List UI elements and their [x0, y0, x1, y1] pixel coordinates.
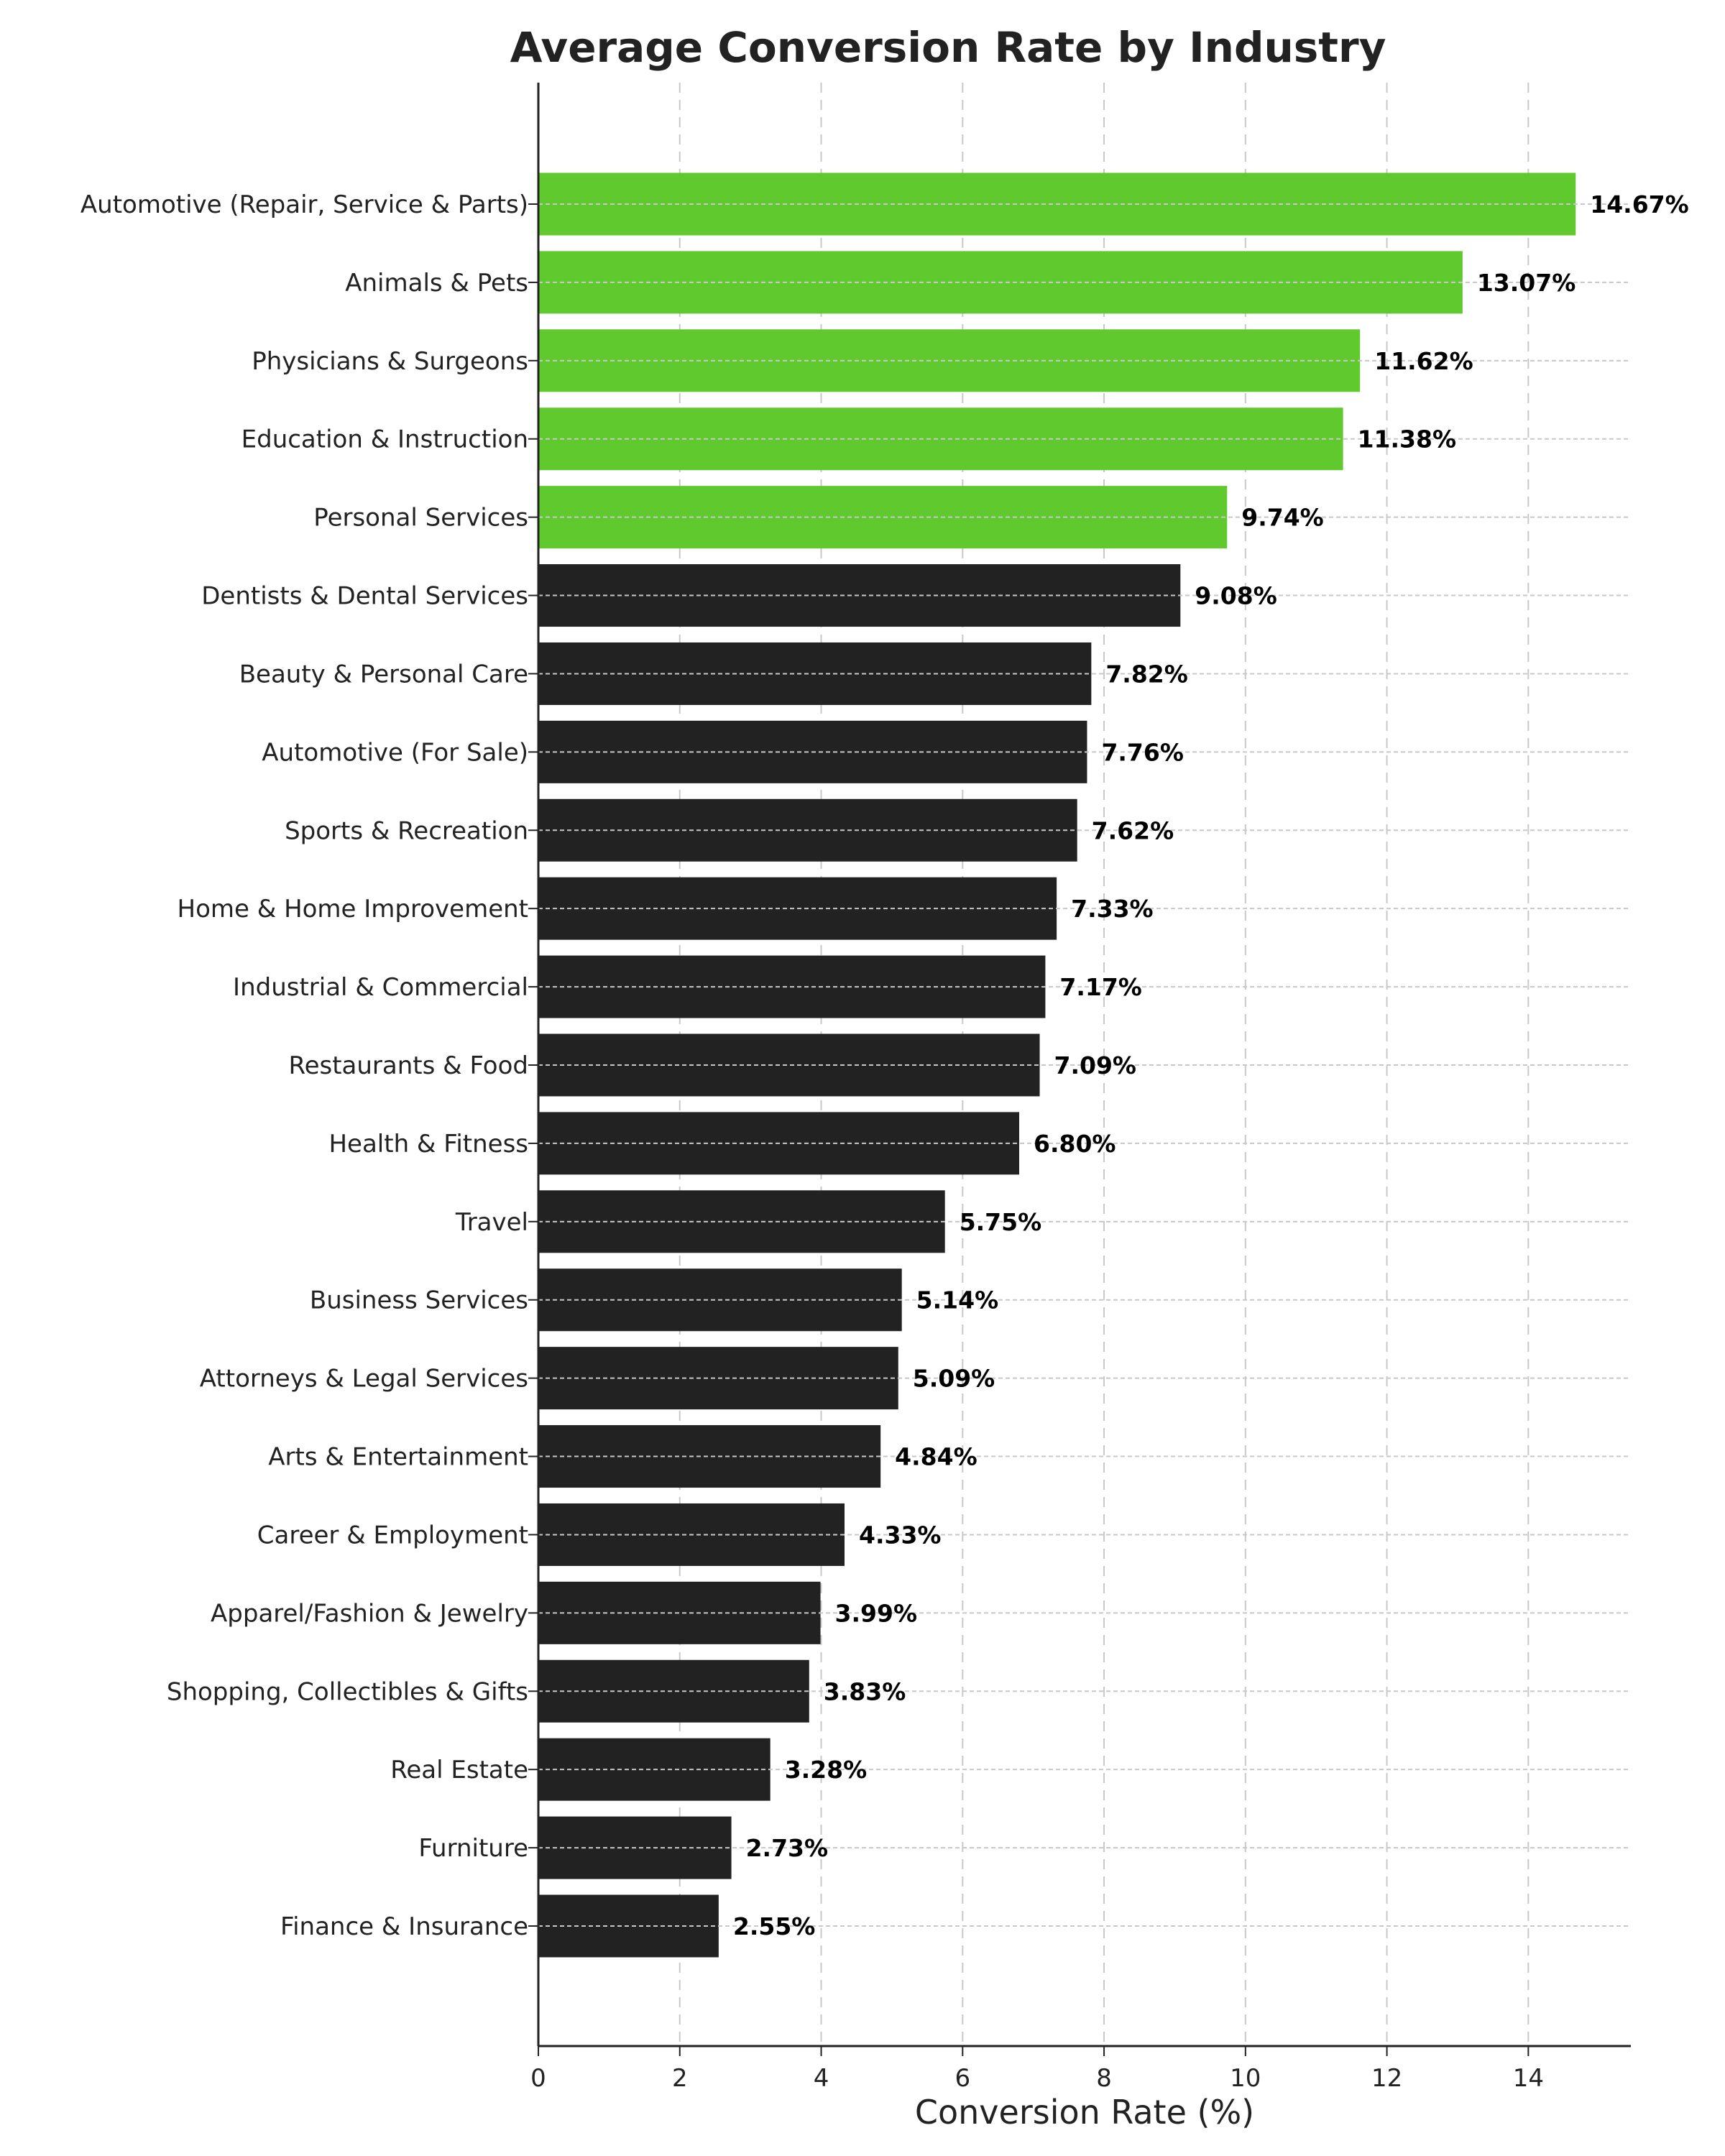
- value-label: 9.74%: [1241, 504, 1324, 532]
- y-tick-labels: Automotive (Repair, Service & Parts) Anim…: [80, 190, 538, 1941]
- chart-title: Average Conversion Rate by Industry: [510, 23, 1386, 72]
- value-label: 7.17%: [1059, 973, 1142, 1001]
- x-tick-label: 14: [1513, 2064, 1544, 2093]
- value-label: 4.33%: [859, 1521, 942, 1549]
- value-label: 7.76%: [1101, 738, 1184, 766]
- bar: [538, 1425, 881, 1488]
- y-tick-label: Real Estate: [390, 1756, 528, 1784]
- value-labels: 14.67% 13.07% 11.62% 11.38% 9.74% 9.08% 7.82% 7…: [733, 190, 1689, 1940]
- value-label: 14.67%: [1590, 190, 1688, 218]
- value-label: 7.62%: [1092, 816, 1174, 844]
- y-tick-label: Education & Instruction: [242, 425, 528, 454]
- value-label: 11.62%: [1374, 347, 1473, 375]
- value-label: 3.28%: [785, 1756, 868, 1784]
- x-tick-label: 12: [1371, 2064, 1402, 2093]
- y-tick-label: Apparel/Fashion & Jewelry: [211, 1599, 528, 1628]
- bar: [538, 486, 1228, 549]
- value-label: 7.33%: [1071, 895, 1154, 923]
- value-label: 5.75%: [960, 1208, 1042, 1236]
- horizontal-grid-lines: [538, 203, 1631, 1927]
- y-tick-label: Animals & Pets: [345, 269, 528, 298]
- value-label: 9.08%: [1195, 582, 1277, 610]
- x-tick-label: 4: [814, 2064, 829, 2093]
- value-label: 6.80%: [1034, 1130, 1116, 1158]
- y-tick-label: Travel: [455, 1208, 528, 1237]
- y-tick-label: Career & Employment: [257, 1521, 528, 1549]
- y-tick-label: Arts & Entertainment: [268, 1443, 528, 1472]
- y-tick-label: Automotive (Repair, Service & Parts): [80, 190, 528, 219]
- x-tick-label: 2: [672, 2064, 688, 2093]
- x-tick-labels: 0 2 4 6 8 10 12 14: [530, 2046, 1544, 2093]
- value-label: 7.09%: [1054, 1051, 1137, 1079]
- y-tick-label: Health & Fitness: [328, 1130, 528, 1158]
- x-tick-label: 0: [530, 2064, 546, 2093]
- x-tick-label: 8: [1096, 2064, 1112, 2093]
- value-label: 3.83%: [824, 1677, 906, 1705]
- y-tick-label: Industrial & Commercial: [233, 973, 528, 1002]
- y-tick-label: Finance & Insurance: [280, 1912, 528, 1941]
- y-tick-label: Automotive (For Sale): [262, 738, 528, 767]
- y-tick-label: Home & Home Improvement: [178, 895, 528, 923]
- value-label: 7.82%: [1105, 660, 1188, 688]
- y-tick-label: Shopping, Collectibles & Gifts: [167, 1677, 528, 1706]
- value-label: 11.38%: [1358, 425, 1456, 453]
- y-tick-label: Physicians & Surgeons: [252, 347, 528, 376]
- y-tick-label: Personal Services: [313, 504, 528, 533]
- y-tick-label: Business Services: [310, 1286, 528, 1315]
- value-label: 5.09%: [913, 1365, 995, 1393]
- y-tick-label: Attorneys & Legal Services: [200, 1365, 528, 1393]
- x-axis-label: Conversion Rate (%): [915, 2093, 1254, 2132]
- value-label: 13.07%: [1477, 269, 1576, 297]
- y-tick-label: Beauty & Personal Care: [239, 660, 528, 688]
- y-tick-label: Dentists & Dental Services: [201, 582, 528, 611]
- x-tick-label: 10: [1230, 2064, 1261, 2093]
- x-tick-label: 6: [954, 2064, 970, 2093]
- value-label: 5.14%: [916, 1286, 999, 1314]
- y-tick-label: Furniture: [418, 1834, 528, 1863]
- y-tick-label: Restaurants & Food: [288, 1051, 528, 1080]
- value-label: 4.84%: [895, 1443, 978, 1471]
- y-tick-label: Sports & Recreation: [285, 816, 528, 845]
- value-label: 3.99%: [835, 1599, 918, 1627]
- value-label: 2.73%: [746, 1834, 829, 1862]
- value-label: 2.55%: [733, 1912, 816, 1940]
